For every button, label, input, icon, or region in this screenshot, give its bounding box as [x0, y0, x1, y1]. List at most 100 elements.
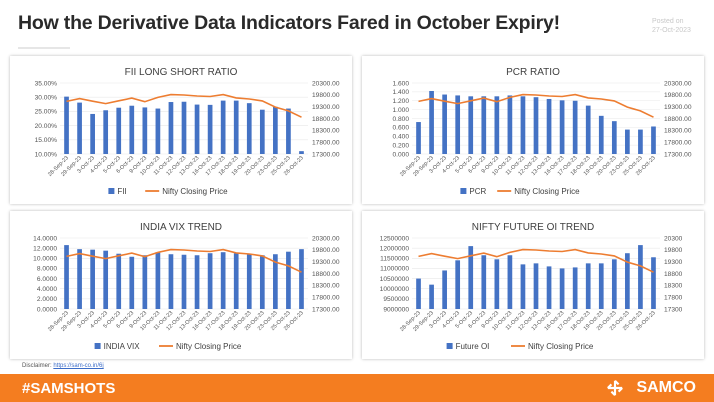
legend-bar-label: Future OI — [456, 342, 490, 351]
bar — [181, 101, 187, 154]
bar — [220, 252, 226, 309]
bar — [546, 98, 552, 154]
bar — [572, 100, 578, 154]
posted-label: Posted on — [652, 18, 684, 25]
chart-title: NIFTY FUTURE OI TREND — [472, 222, 594, 233]
right-axis-tick: 19300.00 — [312, 104, 340, 111]
legend-bar-swatch — [108, 188, 115, 194]
left-axis-tick: 0.600 — [392, 125, 409, 132]
nifty-line — [66, 93, 302, 118]
left-axis-tick: 9500000 — [383, 296, 409, 303]
bar — [598, 115, 604, 154]
bar — [299, 249, 304, 309]
bar — [520, 96, 526, 154]
bar — [442, 94, 447, 154]
bar — [533, 263, 539, 309]
footer-brand: SAMCO — [636, 379, 696, 396]
left-axis-tick: 11500000 — [380, 256, 409, 263]
left-axis-tick: 30.00% — [35, 95, 58, 102]
bar — [638, 129, 643, 154]
left-axis-tick: 20.00% — [35, 123, 58, 130]
bar — [129, 256, 135, 309]
left-axis-tick: 9000000 — [383, 306, 409, 313]
bar — [585, 263, 591, 309]
bar — [455, 260, 461, 309]
right-axis-tick: 18300.00 — [312, 283, 340, 290]
bar — [168, 254, 174, 309]
bar — [507, 255, 513, 309]
right-axis-tick: 19300.00 — [312, 259, 340, 266]
left-axis-tick: 1.600 — [392, 80, 409, 87]
bar — [611, 259, 617, 309]
bar — [585, 105, 591, 154]
legend-bar-swatch — [446, 343, 453, 349]
right-axis-tick: 17300.00 — [664, 151, 692, 158]
legend-line-label: Nifty Closing Price — [528, 342, 594, 351]
chart-panel-oi: NIFTY FUTURE OI TREND 12500000 12000000 115… — [362, 211, 704, 359]
right-axis-tick: 18800.00 — [312, 271, 340, 278]
left-axis-tick: 0.800 — [392, 116, 409, 123]
left-axis-tick: 1.400 — [392, 89, 409, 96]
bar — [299, 151, 304, 154]
bar — [116, 107, 122, 154]
right-axis-tick: 17800.00 — [312, 294, 340, 301]
right-axis-tick: 17800.00 — [664, 139, 692, 146]
left-axis-tick: 0.000 — [392, 151, 409, 158]
left-axis-tick: 10000000 — [380, 286, 410, 293]
bar — [142, 255, 148, 309]
legend-bar-label: PCR — [469, 187, 486, 196]
left-axis-tick: 1.000 — [392, 107, 409, 114]
bar — [207, 253, 213, 309]
bar — [246, 253, 252, 309]
bar — [286, 108, 291, 154]
bar — [598, 263, 604, 309]
bar — [625, 129, 630, 154]
bar — [546, 266, 552, 309]
right-axis-tick: 18300.00 — [664, 128, 692, 135]
nifty-line — [66, 248, 302, 273]
left-axis-tick: 0.0000 — [37, 306, 58, 313]
legend-bar-swatch — [460, 188, 467, 194]
bar — [116, 253, 122, 309]
bar — [429, 90, 434, 154]
legend-bar-label: INDIA VIX — [104, 342, 141, 351]
left-axis-tick: 11000000 — [380, 266, 409, 273]
left-axis-tick: 10.0000 — [33, 256, 57, 263]
bar — [246, 103, 252, 154]
bar — [129, 105, 135, 154]
bar — [77, 102, 82, 154]
bar — [455, 95, 461, 154]
bar — [103, 110, 109, 154]
bar — [155, 252, 161, 309]
bar — [416, 278, 421, 309]
bar — [64, 245, 69, 309]
right-axis-tick: 19800.00 — [312, 247, 340, 254]
bar — [468, 246, 474, 309]
disclaimer-link[interactable]: https://sam-co.in/6j — [53, 363, 104, 369]
chart-title: INDIA VIX TREND — [140, 222, 222, 233]
bar — [233, 253, 239, 309]
bar — [168, 102, 174, 154]
title-underline — [18, 47, 70, 49]
right-axis-tick: 19300.00 — [664, 104, 692, 111]
bar — [481, 255, 487, 309]
bar — [64, 96, 69, 154]
bar — [142, 107, 148, 154]
bar — [442, 270, 447, 309]
left-axis-tick: 10500000 — [380, 276, 410, 283]
right-axis-tick: 19300 — [664, 259, 683, 266]
chart-svg-pcr: PCR RATIO 1.600 1.400 1.200 1.000 0.800 0.600 0… — [392, 67, 692, 196]
left-axis-tick: 12.0000 — [33, 245, 57, 252]
right-axis-tick: 18800.00 — [312, 116, 340, 123]
bar — [638, 245, 643, 309]
bar — [416, 122, 421, 154]
right-axis-tick: 18800 — [664, 271, 683, 278]
footer-hashtag: #SAMSHOTS — [22, 380, 116, 397]
bar — [507, 95, 513, 154]
bar — [559, 268, 565, 309]
legend-line-label: Nifty Closing Price — [162, 187, 228, 196]
right-axis-tick: 18300 — [664, 283, 683, 290]
bar — [233, 100, 239, 154]
legend-line-label: Nifty Closing Price — [176, 342, 242, 351]
left-axis-tick: 4.0000 — [37, 286, 58, 293]
